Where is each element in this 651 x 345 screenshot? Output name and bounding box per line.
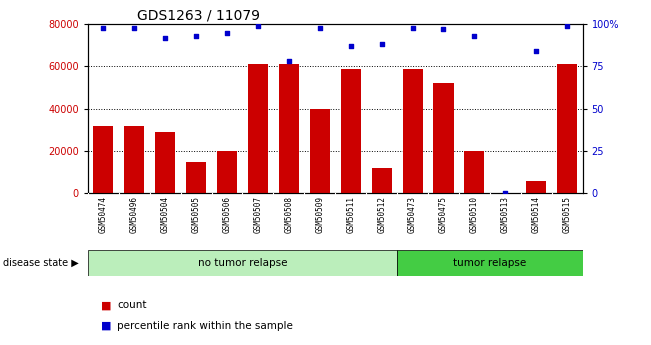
Bar	[372, 168, 392, 193]
Text: GSM50508: GSM50508	[284, 196, 294, 233]
Point	[314, 25, 325, 30]
Point	[253, 23, 263, 29]
Point	[376, 42, 387, 47]
Text: GSM50512: GSM50512	[377, 196, 386, 233]
Bar	[88, 250, 397, 276]
Bar	[93, 126, 113, 193]
Text: GSM50505: GSM50505	[191, 196, 201, 233]
Bar	[155, 132, 175, 193]
Text: GSM50473: GSM50473	[408, 196, 417, 233]
Bar	[397, 250, 583, 276]
Point	[438, 27, 449, 32]
Text: GSM50506: GSM50506	[223, 196, 232, 233]
Point	[500, 190, 510, 196]
Text: GSM50474: GSM50474	[99, 196, 108, 233]
Text: GSM50509: GSM50509	[315, 196, 324, 233]
Point	[408, 25, 418, 30]
Point	[562, 23, 572, 29]
Bar	[310, 109, 330, 193]
Bar	[248, 64, 268, 193]
Text: GSM50510: GSM50510	[470, 196, 479, 233]
Point	[346, 43, 356, 49]
Point	[222, 30, 232, 36]
Point	[469, 33, 480, 39]
Text: GDS1263 / 11079: GDS1263 / 11079	[137, 9, 260, 23]
Text: GSM50475: GSM50475	[439, 196, 448, 233]
Text: GSM50513: GSM50513	[501, 196, 510, 233]
Bar	[340, 69, 361, 193]
Bar	[279, 64, 299, 193]
Bar	[434, 83, 454, 193]
Text: count: count	[117, 300, 146, 310]
Bar	[124, 126, 145, 193]
Bar	[557, 64, 577, 193]
Bar	[402, 69, 422, 193]
Point	[129, 25, 139, 30]
Text: percentile rank within the sample: percentile rank within the sample	[117, 321, 293, 331]
Point	[531, 48, 542, 54]
Point	[284, 59, 294, 64]
Bar	[526, 180, 546, 193]
Text: ■: ■	[101, 300, 111, 310]
Text: ■: ■	[101, 321, 111, 331]
Bar	[464, 151, 484, 193]
Point	[98, 25, 109, 30]
Text: GSM50504: GSM50504	[161, 196, 170, 233]
Point	[191, 33, 201, 39]
Bar	[186, 161, 206, 193]
Text: GSM50514: GSM50514	[532, 196, 541, 233]
Point	[160, 35, 171, 40]
Text: GSM50515: GSM50515	[562, 196, 572, 233]
Text: GSM50511: GSM50511	[346, 196, 355, 233]
Text: tumor relapse: tumor relapse	[453, 258, 527, 268]
Bar	[217, 151, 237, 193]
Text: no tumor relapse: no tumor relapse	[198, 258, 287, 268]
Text: disease state ▶: disease state ▶	[3, 258, 79, 268]
Text: GSM50496: GSM50496	[130, 196, 139, 233]
Text: GSM50507: GSM50507	[253, 196, 262, 233]
